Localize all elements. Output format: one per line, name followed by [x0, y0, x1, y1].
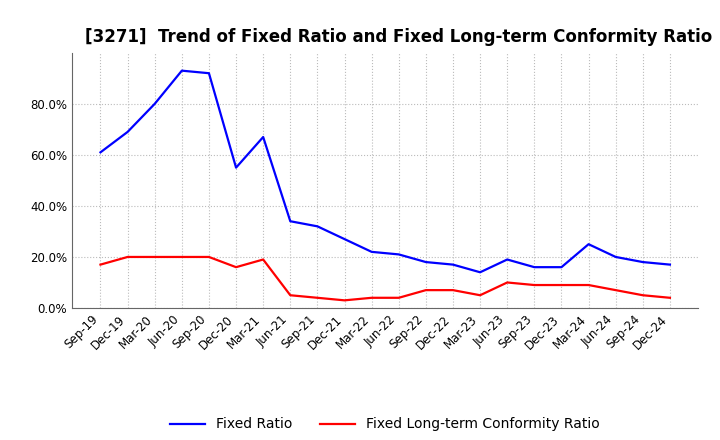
- Fixed Long-term Conformity Ratio: [178, 254, 186, 260]
- Fixed Ratio: [150, 101, 159, 106]
- Fixed Ratio: [96, 150, 105, 155]
- Fixed Long-term Conformity Ratio: [449, 287, 457, 293]
- Fixed Long-term Conformity Ratio: [639, 293, 647, 298]
- Fixed Ratio: [341, 236, 349, 242]
- Line: Fixed Long-term Conformity Ratio: Fixed Long-term Conformity Ratio: [101, 257, 670, 301]
- Fixed Ratio: [178, 68, 186, 73]
- Fixed Long-term Conformity Ratio: [341, 298, 349, 303]
- Fixed Long-term Conformity Ratio: [232, 264, 240, 270]
- Fixed Long-term Conformity Ratio: [259, 257, 268, 262]
- Text: [3271]  Trend of Fixed Ratio and Fixed Long-term Conformity Ratio: [3271] Trend of Fixed Ratio and Fixed Lo…: [84, 28, 712, 46]
- Fixed Long-term Conformity Ratio: [123, 254, 132, 260]
- Fixed Long-term Conformity Ratio: [665, 295, 674, 301]
- Fixed Long-term Conformity Ratio: [530, 282, 539, 288]
- Fixed Long-term Conformity Ratio: [395, 295, 403, 301]
- Fixed Long-term Conformity Ratio: [204, 254, 213, 260]
- Fixed Ratio: [611, 254, 620, 260]
- Fixed Long-term Conformity Ratio: [313, 295, 322, 301]
- Fixed Ratio: [476, 270, 485, 275]
- Legend: Fixed Ratio, Fixed Long-term Conformity Ratio: Fixed Ratio, Fixed Long-term Conformity …: [165, 412, 606, 437]
- Fixed Long-term Conformity Ratio: [286, 293, 294, 298]
- Fixed Long-term Conformity Ratio: [421, 287, 430, 293]
- Fixed Long-term Conformity Ratio: [150, 254, 159, 260]
- Fixed Ratio: [503, 257, 511, 262]
- Fixed Ratio: [286, 219, 294, 224]
- Fixed Long-term Conformity Ratio: [503, 280, 511, 285]
- Fixed Long-term Conformity Ratio: [611, 287, 620, 293]
- Fixed Ratio: [584, 242, 593, 247]
- Fixed Ratio: [395, 252, 403, 257]
- Fixed Ratio: [232, 165, 240, 170]
- Fixed Ratio: [367, 249, 376, 254]
- Fixed Ratio: [557, 264, 566, 270]
- Fixed Ratio: [530, 264, 539, 270]
- Fixed Ratio: [665, 262, 674, 267]
- Fixed Long-term Conformity Ratio: [367, 295, 376, 301]
- Fixed Long-term Conformity Ratio: [557, 282, 566, 288]
- Fixed Ratio: [449, 262, 457, 267]
- Fixed Ratio: [204, 70, 213, 76]
- Fixed Long-term Conformity Ratio: [476, 293, 485, 298]
- Line: Fixed Ratio: Fixed Ratio: [101, 71, 670, 272]
- Fixed Ratio: [639, 260, 647, 265]
- Fixed Ratio: [123, 129, 132, 135]
- Fixed Ratio: [313, 224, 322, 229]
- Fixed Long-term Conformity Ratio: [96, 262, 105, 267]
- Fixed Long-term Conformity Ratio: [584, 282, 593, 288]
- Fixed Ratio: [421, 260, 430, 265]
- Fixed Ratio: [259, 134, 268, 139]
